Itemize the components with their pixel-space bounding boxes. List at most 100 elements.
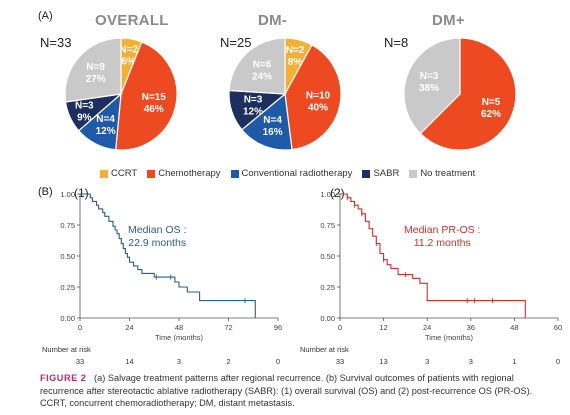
legend-swatch bbox=[362, 169, 371, 178]
pie-legend: CCRT Chemotherapy Conventional radiother… bbox=[100, 168, 475, 179]
risk-header-pros: Number at risk bbox=[300, 345, 349, 354]
y-tick-label: 0.50 bbox=[320, 252, 335, 261]
x-tick-label: 24 bbox=[423, 323, 431, 332]
risk-count: 33 bbox=[75, 357, 85, 366]
pie-slice-count-label: N=3 bbox=[420, 71, 439, 82]
legend-label: Conventional radiotherapy bbox=[241, 168, 353, 179]
risk-header-os: Number at risk bbox=[42, 345, 91, 354]
legend-item-conventional-rt: Conventional radiotherapy bbox=[230, 168, 353, 179]
pie-slice-percent-label: 12% bbox=[243, 106, 263, 117]
legend-item-no-treatment: No treatment bbox=[409, 168, 475, 179]
km-title-os: (1) bbox=[74, 186, 89, 200]
pie-slice-percent-label: 62% bbox=[481, 109, 501, 120]
y-tick-label: 0.25 bbox=[60, 283, 75, 292]
legend-label: CCRT bbox=[111, 168, 138, 179]
pie-slice-percent-label: 24% bbox=[252, 72, 272, 83]
pie-slice-count-label: N=4 bbox=[263, 115, 282, 126]
pie-n-overall: N=33 bbox=[40, 35, 72, 50]
pie-slice-chemotherapy bbox=[115, 41, 178, 151]
pie-slice-count-label: N=2 bbox=[119, 44, 138, 55]
x-tick-label: 72 bbox=[224, 323, 232, 332]
pie-slice-chemotherapy bbox=[284, 44, 342, 151]
pie-slice-count-label: N=6 bbox=[253, 60, 272, 71]
km-chart-os: 0.00 0.25 0.50 0.75 1.00 0 24 48 72 96 Time (month… bbox=[60, 190, 282, 342]
pie-n-dm-neg: N=25 bbox=[220, 35, 252, 50]
pie-slice-count-label: N=4 bbox=[96, 114, 115, 125]
y-tick-label: 0.75 bbox=[320, 221, 335, 230]
x-tick-label: 12 bbox=[379, 323, 387, 332]
x-tick-label: 48 bbox=[510, 323, 518, 332]
risk-count: 2 bbox=[226, 357, 231, 366]
risk-count: 14 bbox=[125, 357, 134, 366]
median-pros-line1: Median PR-OS : bbox=[404, 224, 481, 236]
legend-swatch bbox=[100, 169, 108, 178]
y-tick-label: 0.50 bbox=[60, 252, 75, 261]
y-tick-label: 0.00 bbox=[320, 314, 335, 323]
x-tick-label: 36 bbox=[467, 323, 475, 332]
median-os-line2: 22.9 months bbox=[128, 237, 187, 249]
figure-label: FIGURE 2 bbox=[40, 373, 87, 383]
pie-slice-conventional-radiotherapy bbox=[241, 92, 293, 151]
legend-label: Chemotherapy bbox=[158, 168, 221, 179]
legend-item-sabr: SABR bbox=[362, 168, 399, 179]
risk-count: 3 bbox=[176, 357, 182, 366]
pie-slice-count-label: N=15 bbox=[142, 92, 167, 103]
pie-chart-dm-pos: N=562% N=338% bbox=[403, 37, 517, 151]
y-tick-label: 1.00 bbox=[60, 190, 75, 199]
legend-swatch bbox=[147, 169, 156, 178]
survival-curve bbox=[340, 193, 526, 318]
panel-b-label: (B) bbox=[38, 186, 53, 198]
y-tick-label: 0.25 bbox=[320, 283, 335, 292]
risk-count: 1 bbox=[512, 357, 517, 366]
risk-count: 13 bbox=[379, 357, 388, 366]
legend-item-ccrt: CCRT bbox=[100, 168, 137, 179]
risk-count: 3 bbox=[425, 357, 430, 366]
median-os-annotation: Median OS : 22.9 months bbox=[128, 224, 186, 250]
median-pros-annotation: Median PR-OS : 11.2 months bbox=[404, 224, 480, 250]
y-tick-label: 1.00 bbox=[320, 190, 335, 199]
pie-slice-count-label: N=2 bbox=[286, 45, 305, 56]
km-title-pros: (2) bbox=[330, 186, 345, 200]
pie-n-dm-pos: N=8 bbox=[384, 35, 409, 50]
km-chart-pros: 0.00 0.25 0.50 0.75 1.00 0 12 24 36 48 60 Time (mon… bbox=[320, 190, 562, 342]
caption-text: (a) Salvage treatment patterns after reg… bbox=[40, 373, 533, 408]
pie-slice-count-label: N=5 bbox=[482, 97, 501, 108]
x-tick-label: 96 bbox=[274, 323, 282, 332]
y-tick-label: 0.00 bbox=[60, 314, 75, 323]
pie-slice-percent-label: 12% bbox=[96, 126, 116, 137]
pie-slice-no-treatment bbox=[403, 37, 461, 135]
median-os-line1: Median OS : bbox=[128, 224, 187, 236]
pie-slice-count-label: N=3 bbox=[75, 101, 94, 112]
legend-swatch bbox=[230, 169, 239, 178]
x-tick-label: 0 bbox=[78, 323, 82, 332]
x-tick-label: 0 bbox=[338, 323, 342, 332]
x-tick-label: 24 bbox=[125, 323, 133, 332]
pie-slice-count-label: N=9 bbox=[86, 62, 105, 73]
pie-slice-percent-label: 46% bbox=[144, 104, 164, 115]
panel-a-label: (A) bbox=[38, 10, 53, 22]
pie-title-overall: OVERALL bbox=[95, 12, 169, 29]
pie-slice-percent-label: 6% bbox=[121, 56, 136, 67]
pie-slice-percent-label: 27% bbox=[86, 74, 106, 85]
pie-slice-count-label: N=3 bbox=[244, 94, 263, 105]
risk-count: 0 bbox=[555, 357, 561, 366]
pie-slice-percent-label: 8% bbox=[288, 57, 303, 68]
pie-title-dm-neg: DM- bbox=[258, 12, 288, 29]
survival-curve bbox=[80, 193, 256, 318]
legend-swatch bbox=[409, 169, 418, 178]
median-pros-line2: 11.2 months bbox=[413, 237, 471, 249]
risk-count: 0 bbox=[275, 357, 281, 366]
risk-count: 33 bbox=[335, 357, 345, 366]
pie-slice-no-treatment bbox=[64, 37, 122, 103]
pie-slice-chemotherapy bbox=[419, 37, 517, 151]
legend-item-chemotherapy: Chemotherapy bbox=[147, 168, 221, 179]
risk-count: 3 bbox=[468, 357, 473, 366]
pie-slice-percent-label: 16% bbox=[263, 127, 283, 138]
legend-label: SABR bbox=[373, 168, 400, 179]
pie-title-dm-pos: DM+ bbox=[432, 12, 465, 29]
x-tick-label: 48 bbox=[175, 323, 183, 332]
pie-slice-no-treatment bbox=[228, 37, 286, 95]
pie-slice-count-label: N=10 bbox=[306, 90, 331, 101]
